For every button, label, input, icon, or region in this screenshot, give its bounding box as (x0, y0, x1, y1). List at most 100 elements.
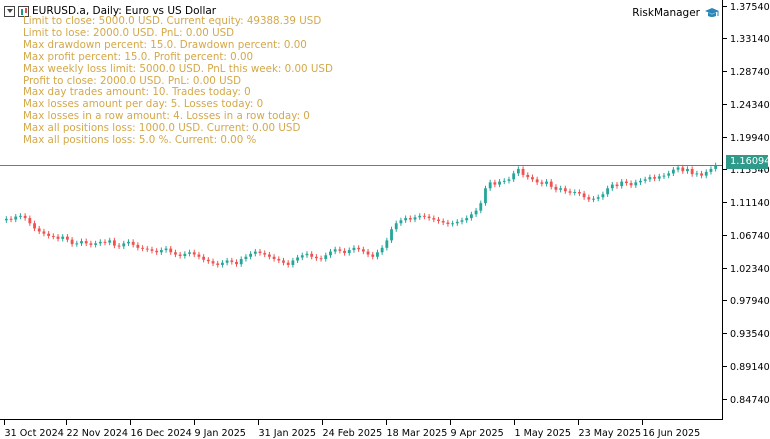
candle-body (197, 254, 201, 257)
candle-body (103, 241, 107, 243)
price-tick-label: 1.37540 (730, 2, 770, 13)
candle-body (178, 254, 182, 257)
expert-advisor-badge[interactable]: RiskManager (632, 7, 720, 19)
candle-body (347, 250, 351, 254)
candle-body (469, 214, 473, 219)
candle-body (84, 241, 88, 244)
candle-body (568, 191, 572, 193)
risk-line: Max drawdown percent: 15.0. Drawdown per… (23, 38, 307, 51)
candle-body (390, 229, 393, 241)
candle-body (51, 235, 55, 237)
time-tick-label: 24 Feb 2025 (323, 428, 383, 439)
candle-body (441, 221, 445, 223)
time-tick-label: 16 Dec 2024 (131, 428, 192, 439)
candle-body (357, 247, 361, 250)
time-tick-label: 9 Jan 2025 (195, 428, 246, 439)
candle-body (244, 256, 248, 259)
candle-body (164, 248, 168, 251)
candle-body (498, 181, 501, 185)
candle-body (624, 181, 628, 184)
candle-body (4, 218, 8, 221)
candle-body (474, 210, 478, 215)
candle-body (211, 261, 215, 264)
candle-body (61, 236, 65, 239)
candle-body (352, 247, 356, 251)
candle-body (423, 215, 426, 217)
candle-body (615, 184, 619, 187)
candle-body (310, 253, 314, 257)
symbol-title: EURUSD.a, Daily: Euro vs US Dollar (32, 5, 217, 17)
price-tick-label: 1.33140 (730, 34, 770, 45)
candle-body (516, 168, 520, 174)
candle-body (639, 180, 642, 183)
candle-body (399, 220, 403, 224)
candle-body (9, 218, 13, 220)
candle-body (305, 253, 309, 256)
price-tick-label: 0.89140 (730, 362, 770, 373)
candle-body (657, 176, 661, 179)
candle-body (535, 179, 539, 183)
risk-line: Max losses in a row amount: 4. Losses in… (23, 110, 310, 123)
current-price-label: 1.16094 (726, 155, 770, 169)
candle-body (37, 228, 41, 232)
candle-body (117, 245, 121, 247)
candle-body (145, 248, 149, 250)
candle-body (460, 220, 464, 222)
candle-body (216, 263, 220, 265)
candle-body (629, 183, 633, 186)
candle-body (479, 203, 483, 211)
candle-body (56, 236, 60, 239)
candle-body (291, 260, 295, 265)
candle-body (662, 175, 666, 177)
candle-body (709, 168, 713, 172)
candle-body (521, 168, 525, 175)
candle-body (272, 256, 276, 259)
candle-body (592, 198, 595, 200)
candle-body (531, 177, 534, 180)
candle-body (686, 168, 689, 172)
candle-body (554, 186, 558, 190)
chart-type-icon[interactable] (18, 5, 29, 17)
candle-body (596, 197, 600, 199)
risk-line: Max losses amount per day: 5. Losses tod… (23, 98, 264, 111)
candle-body (620, 181, 624, 187)
dropdown-icon[interactable] (4, 5, 15, 17)
candle-body (408, 218, 412, 220)
risk-line: Max all positions loss: 5.0 %. Current: … (23, 134, 257, 147)
candle-body (484, 188, 487, 204)
candle-body (108, 240, 112, 243)
candle-body (540, 182, 544, 184)
candle-body (366, 251, 370, 255)
candle-body (94, 243, 98, 245)
candle-body (155, 250, 159, 253)
candle-body (23, 215, 27, 219)
candle-body (502, 180, 506, 182)
time-tick-label: 23 May 2025 (579, 428, 642, 439)
time-tick-label: 22 Nov 2024 (67, 428, 128, 439)
candle-body (700, 173, 703, 176)
candle-body (89, 243, 93, 245)
risk-line: Max weekly loss limit: 5000.0 USD. PnL t… (23, 62, 333, 75)
candle-body (418, 215, 422, 218)
candle-body (150, 249, 154, 251)
price-tick-label: 1.11140 (730, 198, 770, 209)
candle-body (80, 241, 83, 244)
candle-body (206, 259, 210, 262)
candle-body (653, 177, 656, 179)
candle-body (225, 260, 229, 263)
candle-body (253, 251, 257, 254)
candle-body (667, 173, 671, 176)
candle-body (75, 243, 79, 245)
candle-body (488, 182, 492, 189)
candle-body (643, 179, 647, 181)
candle-body (221, 262, 224, 265)
price-tick-label: 0.93540 (730, 329, 770, 340)
candle-body (451, 223, 455, 225)
candle-body (394, 223, 398, 230)
candle-body (188, 252, 191, 254)
candle-body (239, 258, 243, 265)
candle-body (127, 241, 130, 244)
candle-body (183, 253, 187, 257)
